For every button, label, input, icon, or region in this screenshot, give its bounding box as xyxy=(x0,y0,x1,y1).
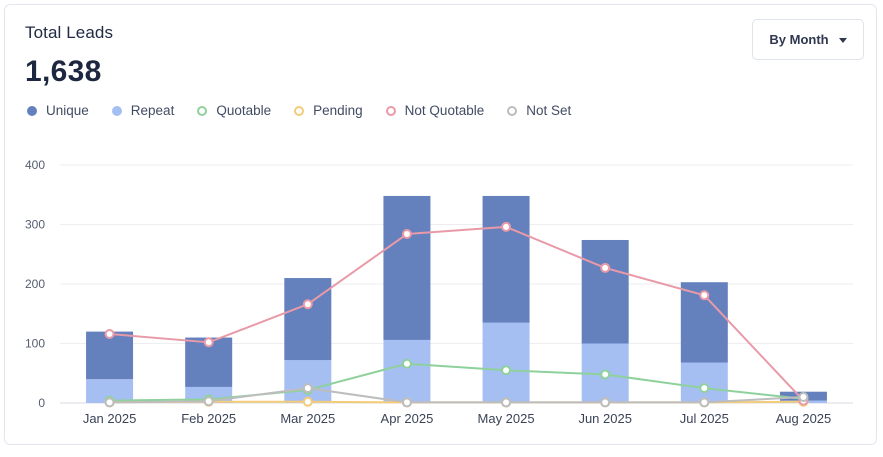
x-tick-label: Apr 2025 xyxy=(381,411,434,426)
x-tick-label: Jul 2025 xyxy=(680,411,729,426)
point-not-quotable xyxy=(104,328,115,339)
point-not-quotable xyxy=(203,337,214,348)
point-quotable xyxy=(401,358,412,369)
y-tick-label: 0 xyxy=(38,396,45,410)
point-quotable xyxy=(600,369,611,380)
point-pending xyxy=(302,396,313,407)
x-tick-label: Aug 2025 xyxy=(776,411,832,426)
point-not-quotable xyxy=(501,221,512,232)
point-not-set xyxy=(699,397,710,408)
legend-item-unique[interactable]: Unique xyxy=(27,103,89,118)
bar-repeat xyxy=(86,379,134,403)
period-selector-label: By Month xyxy=(769,32,829,47)
point-not-set xyxy=(798,392,809,403)
bar-repeat xyxy=(680,362,728,403)
point-not-set xyxy=(104,397,115,408)
legend-swatch-unique xyxy=(27,105,37,116)
legend-swatch-not-set xyxy=(507,105,518,116)
point-not-set xyxy=(302,383,313,394)
legend-label: Unique xyxy=(46,103,89,118)
card-title: Total Leads xyxy=(25,23,114,42)
bar-repeat xyxy=(284,360,332,403)
point-not-set xyxy=(600,397,611,408)
bar-unique xyxy=(581,239,629,344)
bar-unique xyxy=(284,278,332,361)
legend-item-not-set[interactable]: Not Set xyxy=(507,103,571,118)
bar-unique xyxy=(86,331,134,380)
x-tick-label: Mar 2025 xyxy=(280,411,335,426)
legend-item-not-quotable[interactable]: Not Quotable xyxy=(385,103,485,118)
legend-swatch-not-quotable xyxy=(385,105,396,116)
legend-swatch-quotable xyxy=(197,105,208,116)
x-tick-label: Feb 2025 xyxy=(181,411,236,426)
y-tick-label: 100 xyxy=(25,337,45,351)
bar-repeat xyxy=(383,339,431,403)
line-quotable xyxy=(109,362,804,402)
y-tick-label: 400 xyxy=(25,158,45,172)
legend-label: Repeat xyxy=(130,103,175,118)
legend-label: Not Set xyxy=(526,103,572,118)
bar-unique xyxy=(482,195,530,323)
legend-label: Pending xyxy=(313,103,363,118)
legend-label: Not Quotable xyxy=(404,103,485,118)
point-not-quotable xyxy=(302,299,313,310)
x-tick-label: Jan 2025 xyxy=(83,411,137,426)
x-tick-label: May 2025 xyxy=(478,411,535,426)
point-not-quotable xyxy=(401,229,412,240)
chart-legend: Unique Repeat Quotable Pending Not Quota… xyxy=(27,103,594,118)
total-leads-value: 1,638 xyxy=(25,55,102,88)
point-not-set xyxy=(203,396,214,407)
bar-repeat xyxy=(482,322,530,403)
leads-chart: 0 100 200 300 400 Jan 2025 Feb 2025 Mar 2025 Apr… xyxy=(25,158,853,426)
point-not-quotable xyxy=(699,290,710,301)
point-not-quotable xyxy=(600,262,611,273)
legend-label: Quotable xyxy=(216,103,272,118)
line-not-quotable xyxy=(109,225,805,402)
bar-unique xyxy=(383,195,431,340)
point-quotable xyxy=(699,383,710,394)
point-not-set xyxy=(401,397,412,408)
point-not-set xyxy=(501,397,512,408)
line-not-set xyxy=(109,387,804,404)
chevron-down-icon xyxy=(838,38,847,43)
legend-item-quotable[interactable]: Quotable xyxy=(197,103,271,118)
y-tick-label: 200 xyxy=(25,277,45,291)
legend-item-pending[interactable]: Pending xyxy=(294,103,363,118)
legend-item-repeat[interactable]: Repeat xyxy=(111,103,175,118)
y-tick-label: 300 xyxy=(25,218,45,232)
point-quotable xyxy=(501,365,512,376)
legend-swatch-repeat xyxy=(111,105,122,116)
legend-swatch-pending xyxy=(294,105,305,116)
x-tick-label: Jun 2025 xyxy=(578,411,632,426)
total-leads-card: Total Leads 1,638 By Month Unique Repeat… xyxy=(4,4,877,445)
period-selector-button[interactable]: By Month xyxy=(752,19,864,60)
